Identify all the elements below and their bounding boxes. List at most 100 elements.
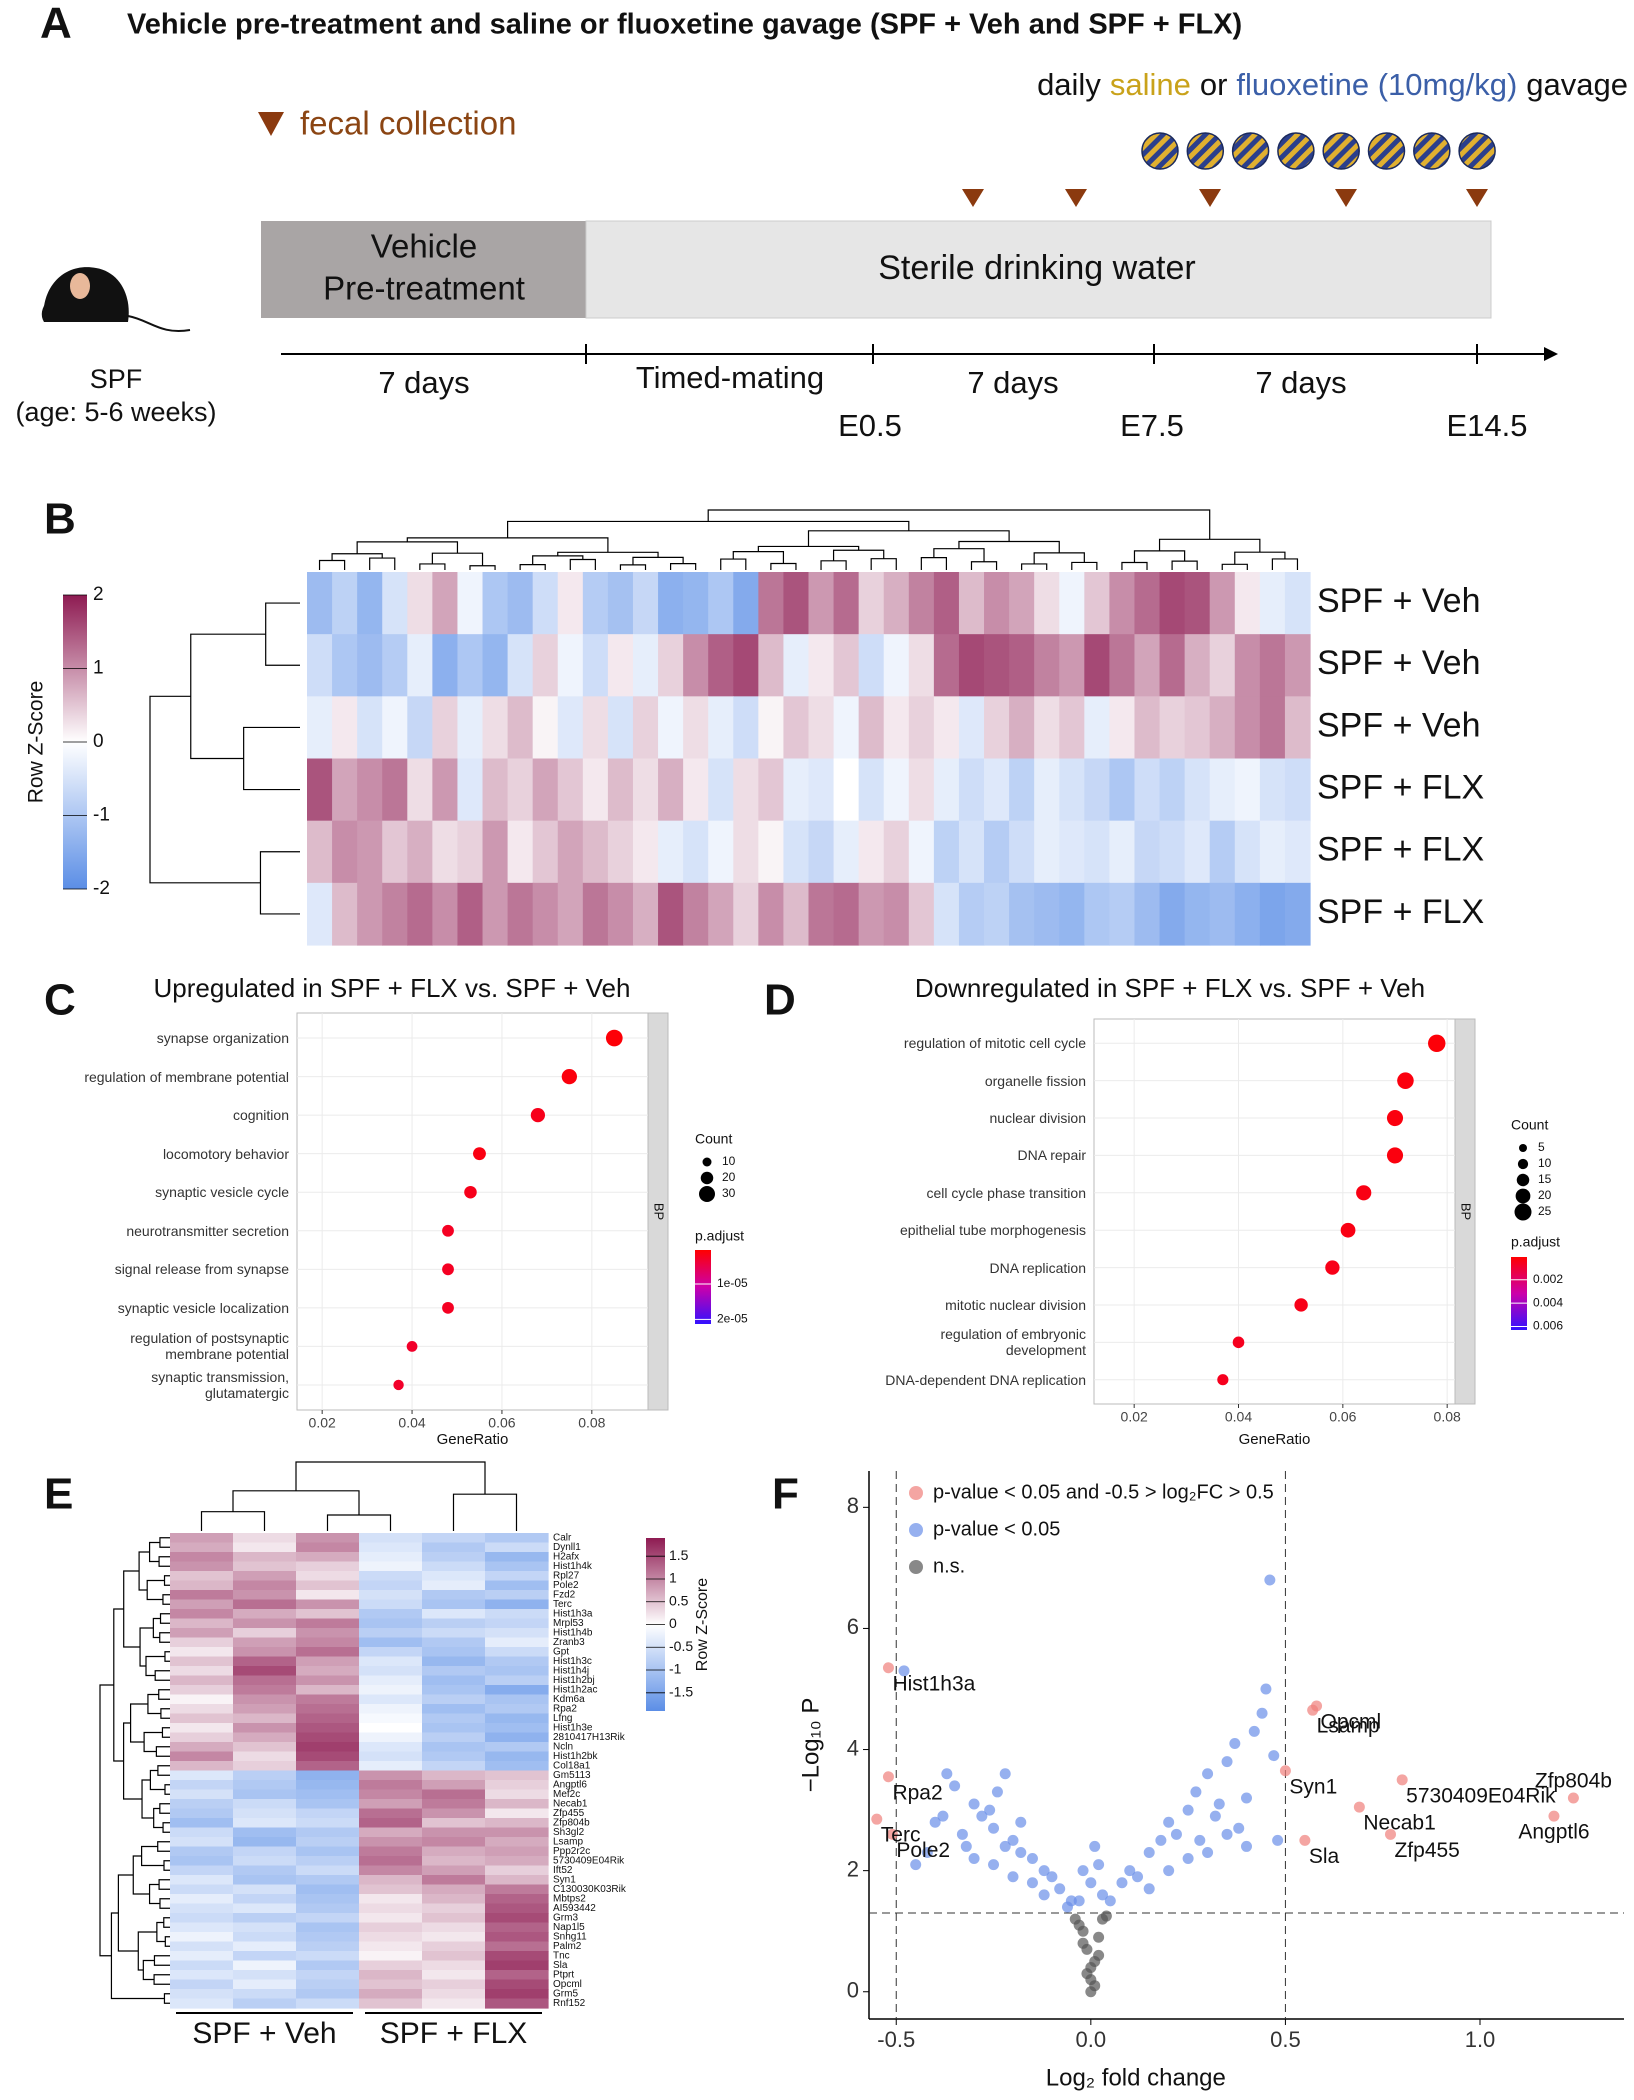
heatmap-cell [1134,820,1161,884]
point [1132,1871,1144,1883]
heatmap-cell [170,1609,234,1620]
heatmap-cell [296,1533,360,1544]
heatmap-cell [485,1761,549,1772]
point [1567,1792,1579,1804]
heatmap-cell [296,1723,360,1734]
heatmap-cell [858,758,885,822]
heatmap-cell [382,634,408,697]
heatmap-cell [1234,820,1261,884]
heatmap-cell [332,634,358,697]
legend-label: 30 [722,1186,736,1200]
heatmap-cell [359,1799,423,1810]
mouse-label: (age: 5-6 weeks) [15,397,216,427]
heatmap-cell [233,1571,297,1582]
point-label: Opcml [1321,1710,1382,1733]
heatmap-cell [357,758,383,822]
heatmap-cell [1184,758,1211,822]
heatmap-cell [485,1780,549,1791]
heatmap-cell [307,572,333,635]
heatmap-cell [422,1789,486,1800]
heatmap-cell [422,1780,486,1791]
point [1143,1846,1155,1858]
heatmap-cell [422,1666,486,1677]
heatmap-cell [233,1884,297,1895]
heatmap-cell [233,1580,297,1591]
heatmap-cell [296,1666,360,1677]
heatmap-cell [359,1656,423,1667]
x-tick-label: 1.0 [1465,2027,1496,2052]
dot [393,1379,404,1391]
heatmap-cell [485,1979,549,1990]
heatmap-cell [582,758,609,822]
fecal-marker [258,112,284,136]
heatmap-cell [170,1903,234,1914]
heatmap-cell [485,1808,549,1819]
heatmap-cell [422,1951,486,1962]
heatmap-cell [485,1951,549,1962]
heatmap-cell [607,882,634,946]
dot [1340,1222,1356,1238]
point [1396,1774,1408,1786]
x-tick-label: 0.5 [1270,2027,1301,2052]
group-label: SPF + Veh [192,2017,336,2050]
heatmap-cell [607,820,634,884]
heatmap-cell [170,1789,234,1800]
heatmap-cell [422,1960,486,1971]
point [968,1853,980,1865]
heatmap-cell [296,1647,360,1658]
heatmap-cell [1034,572,1060,635]
colorbar-label: -1 [93,805,110,826]
legend-label: 5 [1538,1140,1545,1154]
dot [464,1185,477,1199]
heatmap-cell [482,882,509,946]
heatmap-cell [485,1666,549,1677]
point [1272,1834,1284,1846]
heatmap-cell [307,820,333,884]
heatmap-cell [457,758,484,822]
heatmap-cell [170,1637,234,1648]
point [882,1771,894,1783]
category-label: mitotic nuclear division [945,1296,1086,1313]
heatmap-cell [532,758,559,822]
legend-dot [1515,1188,1531,1204]
panel-letters: A B C D E F [40,0,799,1519]
row-label: Zfp804b [553,1817,590,1828]
heatmap-cell [833,572,860,635]
heatmap-cell [485,1884,549,1895]
row-label: SPF + FLX [1317,769,1484,807]
heatmap-cell [357,634,383,697]
gavage-word: or [1200,67,1228,102]
heatmap-cell [1209,820,1236,884]
heatmap-cell [432,634,459,697]
heatmap-cell [233,1704,297,1715]
category-label: synaptic vesicle cycle [155,1184,289,1201]
point [941,1768,953,1780]
timepoint-label: E7.5 [1120,408,1184,443]
heatmap-cell [432,882,459,946]
point [1026,1877,1038,1889]
point [871,1813,883,1825]
heatmap-cell [1159,758,1186,822]
heatmap-cell [507,882,534,946]
heatmap-cell [422,1685,486,1696]
heatmap-cell [422,1979,486,1990]
heatmap-cell [485,1770,549,1781]
heatmap-cell [359,1533,423,1544]
heatmap-cell [783,820,810,884]
heatmap-cell [758,820,785,884]
heatmap-cell [332,758,358,822]
heatmap-cell [933,882,960,946]
point [1229,1737,1241,1749]
heatmap-cell [357,572,383,635]
heatmap-cell [1209,882,1236,946]
heatmap-cell [296,1865,360,1876]
heatmap-cell [582,882,609,946]
heatmap-cell [984,758,1010,822]
heatmap-cell [485,1837,549,1848]
row-label: Angptl6 [553,1779,587,1790]
heatmap-cell [1009,696,1035,760]
colorbar [695,1250,711,1324]
heatmap-cell [958,758,985,822]
heatmap-cell [422,1637,486,1648]
heatmap-cell [233,1894,297,1905]
